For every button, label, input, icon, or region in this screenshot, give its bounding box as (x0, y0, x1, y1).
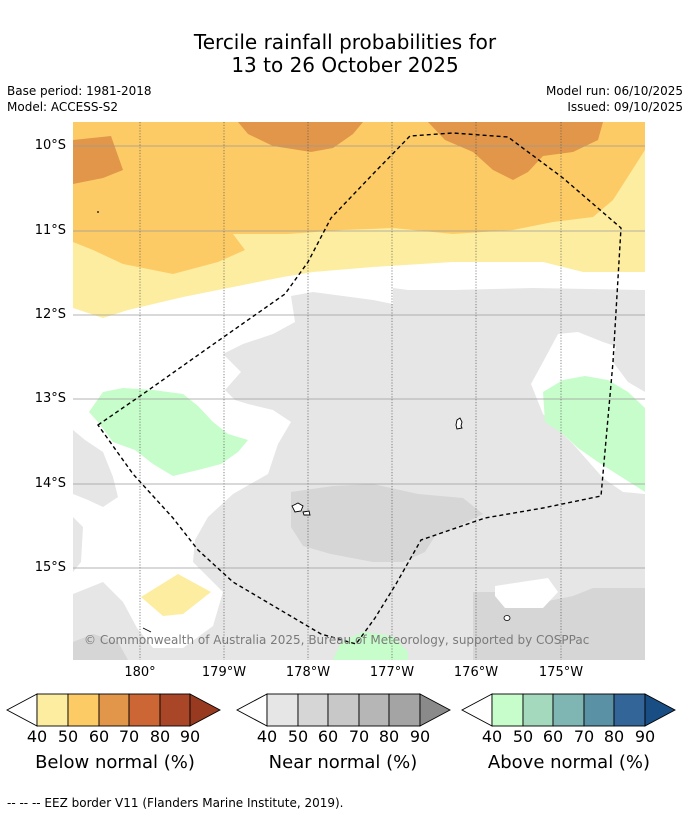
colorbar-near-normal-bin-60 (327, 693, 360, 727)
colorbar-near-tick-50: 50 (287, 727, 309, 746)
colorbar-below-tick-80: 80 (149, 727, 171, 746)
colorbar-near-normal-bin-80 (388, 693, 421, 727)
colorbar-near-normal-bin-70 (358, 693, 390, 727)
lon-label-177w: 177°W (369, 665, 415, 680)
island-outline-icon (291, 502, 304, 513)
colorbar-near-tick-90: 90 (409, 727, 431, 746)
meta-left: Base period: 1981-2018 Model: ACCESS-S2 (7, 83, 152, 115)
colorbar-above-normal-title: Above normal (%) (487, 752, 651, 773)
meta-right: Model run: 06/10/2025 Issued: 09/10/2025 (546, 83, 683, 115)
colorbar-near-normal-max-extend (419, 693, 451, 727)
eez-border-icon (97, 132, 622, 645)
title-line-1: Tercile rainfall probabilities for (193, 30, 497, 54)
colorbar-near-normal-min-extend (236, 693, 268, 727)
lat-label-12s: 12°S (34, 307, 66, 322)
colorbar-above-normal-max-extend (644, 693, 676, 727)
no-dominant-patch-south (495, 578, 558, 608)
model-name: Model: ACCESS-S2 (7, 100, 119, 114)
colorbar-near-normal-bin-40 (266, 693, 299, 727)
eez-footnote: -- -- -- EEZ border V11 (Flanders Marine… (7, 796, 344, 810)
colorbar-above-normal-bin-80 (613, 693, 646, 727)
colorbar-above-tick-60: 60 (542, 727, 564, 746)
lon-label-175w: 175°W (538, 665, 584, 680)
colorbar-below-normal-bin-50 (67, 693, 100, 727)
near-normal-50-region-southwest (73, 634, 128, 660)
colorbar-above-normal (461, 693, 676, 727)
colorbar-below-normal-bin-60 (98, 693, 130, 727)
island-outline-icon (455, 417, 463, 430)
colorbar-below-normal-bin-40 (36, 693, 69, 727)
colorbar-below-normal-title: Below normal (%) (35, 752, 195, 773)
model-run: Model run: 06/10/2025 (545, 84, 683, 98)
above-normal-40-region-south (333, 632, 408, 660)
below-normal-40-region-south (141, 574, 211, 616)
base-period: Base period: 1981-2018 (7, 84, 152, 98)
colorbar-near-tick-40: 40 (256, 727, 278, 746)
lon-label-179w: 179°W (201, 665, 247, 680)
near-normal-40-region-west-lower (73, 517, 83, 572)
lat-label-11s: 11°S (34, 223, 66, 238)
lat-label-14s: 14°S (34, 476, 66, 491)
colorbar-above-tick-40: 40 (481, 727, 503, 746)
colorbar-above-normal-bin-60 (552, 693, 585, 727)
lon-label-178w: 178°W (285, 665, 331, 680)
colorbar-strip (6, 693, 676, 727)
issued-date: Issued: 09/10/2025 (567, 100, 683, 114)
colorbar-above-tick-80: 80 (603, 727, 625, 746)
colorbar-above-tick-90: 90 (634, 727, 656, 746)
title-line-2: 13 to 26 October 2025 (231, 53, 459, 77)
colorbar-below-tick-90: 90 (179, 727, 201, 746)
colorbar-near-normal (236, 693, 451, 727)
colorbar-above-tick-50: 50 (512, 727, 534, 746)
near-normal-40-region-west (73, 430, 118, 507)
colorbar-above-tick-70: 70 (573, 727, 595, 746)
lat-label-15s: 15°S (34, 560, 66, 575)
colorbar-below-tick-60: 60 (88, 727, 110, 746)
colorbar-near-tick-80: 80 (378, 727, 400, 746)
map-title: Tercile rainfall probabilities for 13 to… (0, 31, 690, 77)
lon-label-180: 180° (124, 665, 156, 680)
island-outline-icon (97, 211, 99, 213)
lat-label-13s: 13°S (34, 391, 66, 406)
colorbar-above-normal-bin-50 (522, 693, 554, 727)
rainfall-probability-map (73, 122, 645, 660)
colorbar-near-tick-60: 60 (317, 727, 339, 746)
near-normal-40-region-northeast (613, 334, 645, 392)
below-normal-60-region-north (238, 122, 363, 152)
colorbar-below-tick-70: 70 (118, 727, 140, 746)
below-normal-60-region-west (73, 136, 123, 184)
graticule (73, 122, 645, 660)
colorbar-below-normal (6, 693, 221, 727)
colorbar-below-tick-50: 50 (57, 727, 79, 746)
colorbar-above-normal-min-extend (461, 693, 493, 727)
colorbar-below-normal-bin-80 (159, 693, 191, 727)
island-outline-icon (302, 510, 311, 516)
colorbar-near-tick-70: 70 (348, 727, 370, 746)
colorbar-below-normal-min-extend (6, 693, 38, 727)
lon-label-176w: 176°W (453, 665, 499, 680)
above-normal-40-region-east (543, 376, 645, 492)
copyright-notice: © Commonwealth of Australia 2025, Bureau… (84, 633, 590, 647)
island-outline-icon (142, 627, 152, 633)
near-normal-40-region (73, 288, 645, 660)
colorbar-below-normal-bin-70 (128, 693, 161, 727)
below-normal-60-region-northeast (428, 122, 603, 180)
colorbar-below-normal-max-extend (189, 693, 221, 727)
colorbar-near-normal-title: Near normal (%) (268, 752, 418, 773)
near-normal-50-region-center (291, 484, 483, 562)
above-normal-40-region-west (89, 388, 248, 476)
colorbar-below-tick-40: 40 (26, 727, 48, 746)
island-outline-icon (503, 615, 511, 621)
colorbar-near-normal-bin-50 (297, 693, 329, 727)
colorbar-above-normal-bin-40 (491, 693, 524, 727)
lat-label-10s: 10°S (34, 138, 66, 153)
colorbar-above-normal-bin-70 (583, 693, 615, 727)
